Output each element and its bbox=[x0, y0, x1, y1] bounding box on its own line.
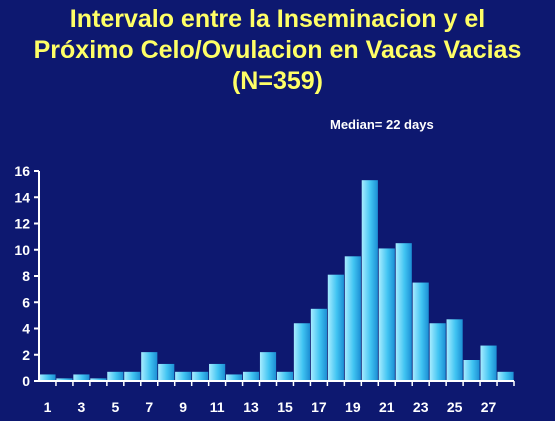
bar-day-24 bbox=[429, 323, 446, 381]
bar-day-6 bbox=[124, 371, 141, 381]
x-tick-label: 13 bbox=[243, 399, 259, 415]
y-tick-label: 0 bbox=[22, 373, 30, 389]
bar-day-4 bbox=[90, 378, 107, 382]
x-tick-label: 17 bbox=[311, 399, 327, 415]
y-tick-label: 6 bbox=[22, 294, 30, 310]
bar-day-27 bbox=[480, 345, 497, 381]
bar-day-5 bbox=[107, 371, 124, 381]
bar-day-16 bbox=[293, 323, 311, 381]
bar-day-21 bbox=[378, 248, 395, 381]
x-tick-label: 25 bbox=[447, 399, 463, 415]
bar-day-7 bbox=[141, 352, 158, 382]
x-tick-label: 15 bbox=[277, 399, 293, 415]
bar-day-28 bbox=[497, 371, 514, 381]
bar-day-13 bbox=[242, 371, 260, 381]
x-tick-label: 9 bbox=[179, 399, 187, 415]
y-tick-label: 8 bbox=[22, 268, 30, 284]
bar-day-1 bbox=[39, 374, 56, 381]
bar-day-18 bbox=[327, 274, 344, 381]
y-tick-label: 16 bbox=[14, 163, 30, 179]
bar-day-11 bbox=[209, 363, 226, 381]
bar-day-17 bbox=[310, 308, 327, 381]
x-tick-label: 19 bbox=[345, 399, 361, 415]
y-tick-label: 12 bbox=[14, 216, 30, 232]
x-tick-label: 7 bbox=[145, 399, 153, 415]
title-line-1: Intervalo entre la Inseminacion y el bbox=[69, 5, 486, 33]
bar-day-15 bbox=[276, 371, 294, 381]
y-tick-label: 10 bbox=[14, 242, 30, 258]
bar-day-19 bbox=[344, 256, 361, 381]
x-tick-label: 1 bbox=[44, 399, 52, 415]
x-tick-label: 5 bbox=[111, 399, 119, 415]
bar-day-20 bbox=[361, 180, 378, 381]
bar-day-25 bbox=[446, 319, 463, 381]
x-tick-label: 21 bbox=[379, 399, 395, 415]
title-line-2: Próximo Celo/Ovulacion en Vacas Vacias bbox=[33, 36, 522, 64]
bar-day-22 bbox=[395, 243, 412, 381]
bar-day-10 bbox=[192, 371, 209, 381]
median-annotation: Median= 22 days bbox=[330, 117, 434, 132]
bars-group bbox=[39, 180, 514, 382]
title-line-3: (N=359) bbox=[231, 67, 323, 95]
x-tick-label: 11 bbox=[210, 399, 225, 415]
y-tick-label: 2 bbox=[22, 347, 30, 363]
x-tick-label: 27 bbox=[481, 399, 497, 415]
x-tick-label: 23 bbox=[413, 399, 429, 415]
bar-day-12 bbox=[226, 374, 243, 381]
bar-day-23 bbox=[412, 282, 429, 381]
bar-day-3 bbox=[73, 374, 90, 381]
bar-day-14 bbox=[259, 352, 277, 382]
x-tick-label: 3 bbox=[78, 399, 86, 415]
y-tick-label: 4 bbox=[22, 321, 30, 337]
bar-day-2 bbox=[56, 378, 73, 382]
y-tick-label: 14 bbox=[14, 189, 30, 205]
bar-day-9 bbox=[175, 371, 192, 381]
bar-day-8 bbox=[158, 363, 175, 381]
chart-title: Intervalo entre la Inseminacion y el Pró… bbox=[0, 4, 555, 97]
bar-day-26 bbox=[463, 360, 480, 381]
